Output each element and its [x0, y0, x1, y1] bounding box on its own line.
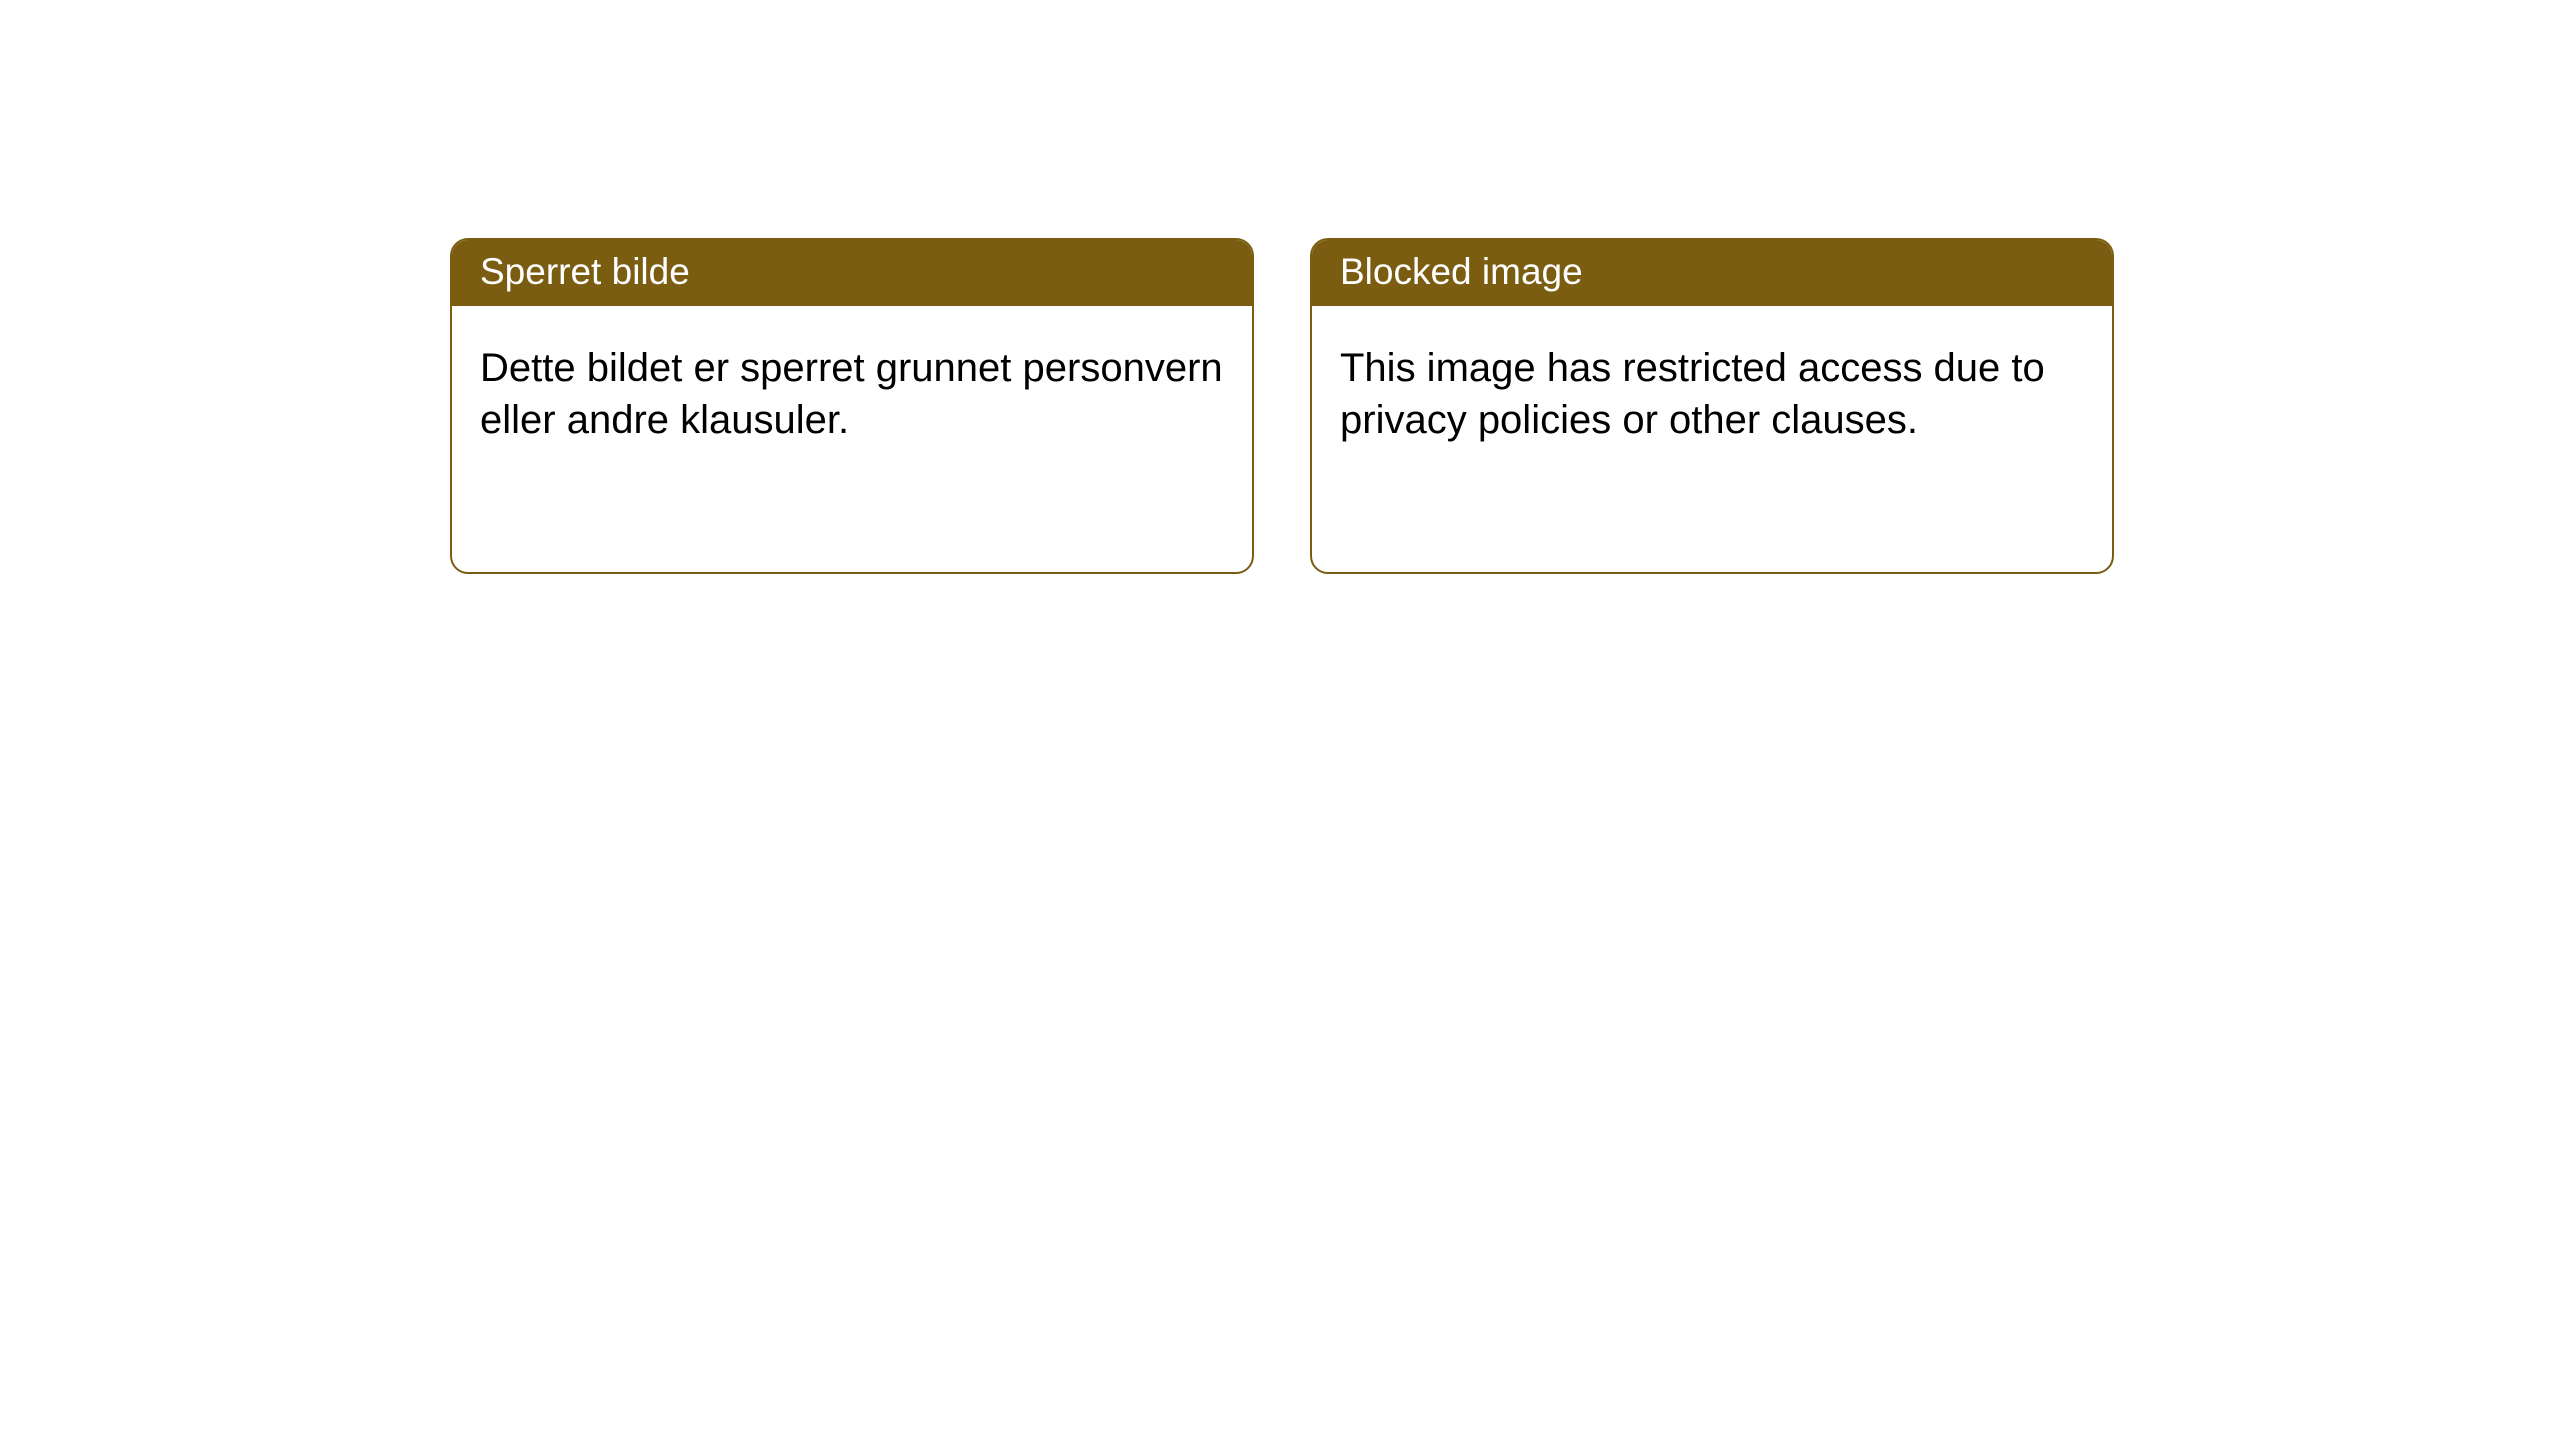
notice-body: This image has restricted access due to … [1312, 306, 2112, 474]
notice-header: Sperret bilde [452, 240, 1252, 306]
notice-card-norwegian: Sperret bilde Dette bildet er sperret gr… [450, 238, 1254, 574]
notice-body: Dette bildet er sperret grunnet personve… [452, 306, 1252, 474]
notice-container: Sperret bilde Dette bildet er sperret gr… [0, 0, 2560, 574]
notice-header: Blocked image [1312, 240, 2112, 306]
notice-card-english: Blocked image This image has restricted … [1310, 238, 2114, 574]
